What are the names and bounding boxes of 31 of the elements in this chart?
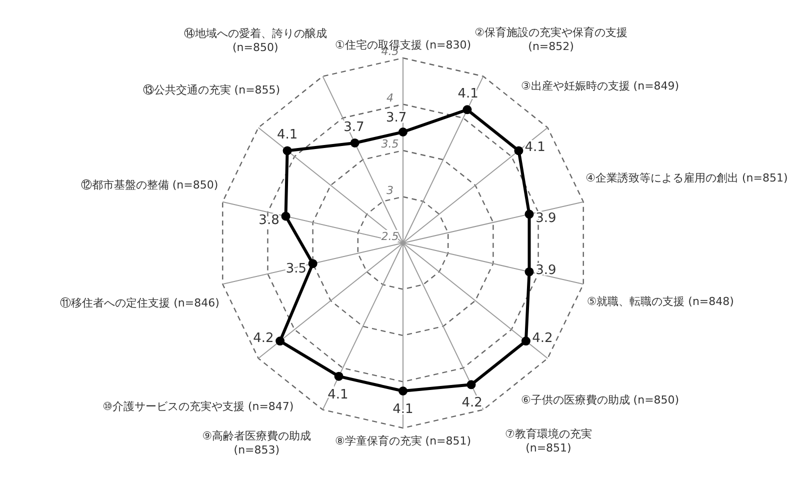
spoke-label: ⑪移住者への定住支援 (n=846)	[60, 296, 220, 310]
y-tick-label: 2.5	[381, 230, 399, 243]
data-label: 4.2	[253, 331, 274, 346]
spoke-label: ③出産や妊娠時の支援 (n=849)	[520, 79, 680, 92]
data-label: 3.7	[344, 120, 364, 136]
spoke-label: ⑭地域への愛着、誇りの醸成 (n=850)	[184, 26, 327, 54]
data-label: 3.9	[536, 211, 556, 226]
spoke-label: ⑤就職、転職の支援 (n=848)	[586, 295, 734, 308]
data-label: 3.7	[386, 110, 407, 126]
spoke-label: ⑩介護サービスの充実や支援 (n=847)	[102, 400, 294, 413]
spoke-label: ⑦教育環境の充実 (n=851)	[505, 428, 592, 455]
data-label: 4.2	[462, 396, 482, 411]
y-tick-label: 4	[386, 91, 394, 104]
data-label: 4.1	[328, 387, 348, 402]
data-label: 4.2	[532, 331, 553, 346]
y-tick-label: 3.5	[381, 138, 399, 150]
spoke-label: ⑨高齢者医療費の助成 (n=853)	[202, 430, 312, 457]
data-label: 3.5	[286, 261, 307, 276]
spoke-label: ④企業誘致等による雇用の創出 (n=851)	[586, 172, 788, 185]
spoke-label: ②保育施設の充実や保育の支援 (n=852)	[474, 26, 628, 53]
data-label: 3.9	[536, 262, 556, 278]
data-label: 4.1	[458, 86, 478, 102]
y-tick-label: 3	[386, 184, 394, 197]
spoke-label: ⑥子供の医療費の助成 (n=850)	[520, 394, 680, 407]
spoke-label: ⑬公共交通の充実 (n=855)	[142, 84, 280, 97]
data-label: 4.1	[276, 128, 298, 143]
spoke-label: ⑫都市基盤の整備 (n=850)	[80, 178, 218, 192]
spoke-label: ⑧学童保育の充実 (n=851)	[334, 434, 472, 448]
data-label: 4.1	[392, 402, 414, 417]
data-label: 3.8	[258, 213, 280, 228]
data-label: 4.1	[524, 140, 546, 156]
